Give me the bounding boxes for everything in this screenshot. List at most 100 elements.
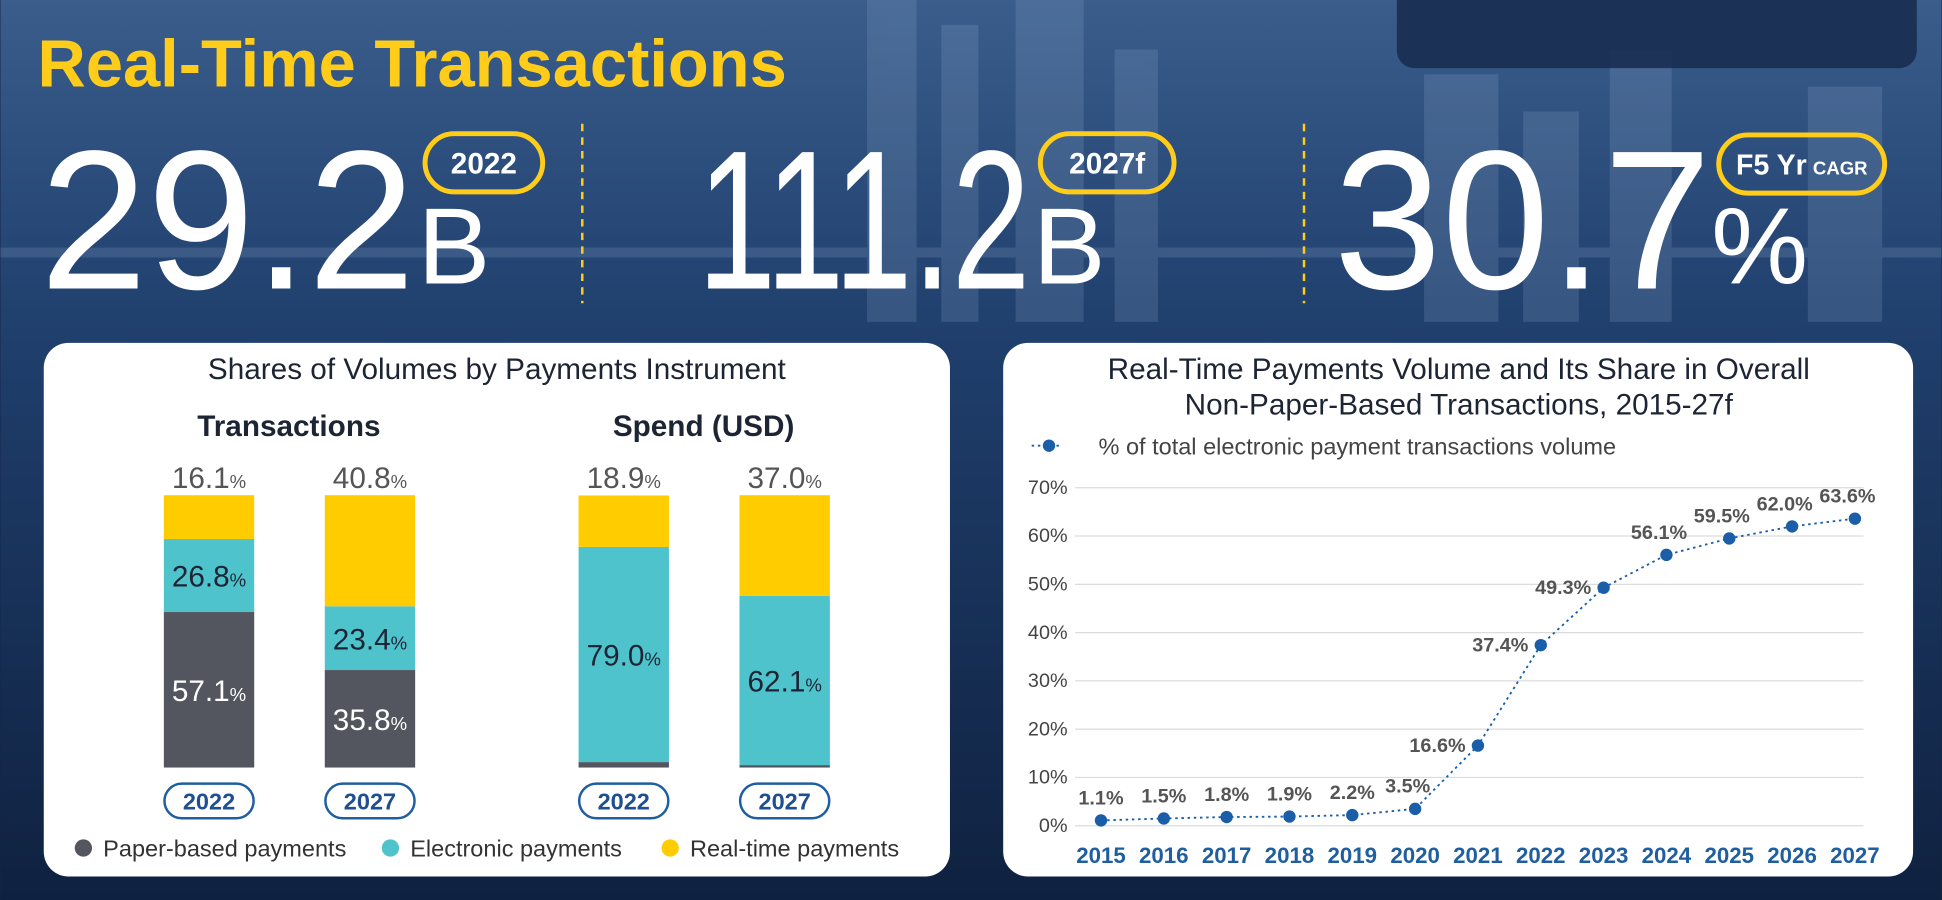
category-badge bbox=[163, 782, 255, 820]
value-label: 57.1% bbox=[172, 675, 246, 708]
value-label: 3.5% bbox=[1385, 776, 1431, 798]
bar-segment bbox=[324, 495, 416, 607]
legend-label: Electronic payments bbox=[410, 836, 622, 862]
x-tick-label: 2019 bbox=[1328, 843, 1378, 868]
data-point bbox=[1220, 810, 1233, 824]
left-panel bbox=[43, 342, 950, 877]
legend-dot bbox=[74, 839, 93, 857]
x-tick-label: 2025 bbox=[1704, 843, 1754, 868]
y-tick-label: 70% bbox=[1028, 477, 1068, 499]
legend-label: Paper-based payments bbox=[103, 836, 346, 862]
value-label: 2.2% bbox=[1330, 782, 1376, 804]
y-tick-label: 50% bbox=[1028, 574, 1068, 596]
bar-segment bbox=[739, 765, 830, 768]
kpi-badge-text: 2022 bbox=[451, 147, 517, 180]
x-tick-label: 2017 bbox=[1202, 843, 1252, 868]
kpi-value: 29.2 bbox=[40, 109, 415, 330]
panel-title: Shares of Volumes by Payments Instrument bbox=[208, 353, 787, 386]
page-title: Real-Time Transactions bbox=[38, 27, 787, 102]
x-tick-label: 2023 bbox=[1579, 843, 1629, 868]
kpi-unit: % bbox=[1711, 185, 1808, 307]
value-label: 37.4% bbox=[1472, 634, 1529, 656]
kpi-badge-main: F5 Yr bbox=[1736, 150, 1807, 182]
category-badge bbox=[577, 782, 670, 820]
x-tick-label: 2020 bbox=[1390, 843, 1440, 868]
skyline bbox=[0, 0, 1942, 322]
value-label: 26.8% bbox=[172, 561, 246, 594]
value-label: 23.4% bbox=[333, 623, 407, 656]
data-point bbox=[1660, 548, 1673, 562]
bar-segment bbox=[578, 546, 669, 763]
value-label: 1.9% bbox=[1267, 783, 1313, 805]
bar-segment bbox=[163, 539, 255, 613]
bar-segment bbox=[163, 495, 255, 540]
bar-segment bbox=[739, 595, 830, 766]
data-point bbox=[1471, 739, 1485, 752]
value-label: 16.6% bbox=[1409, 735, 1466, 757]
value-label: 49.3% bbox=[1535, 577, 1592, 599]
chart-title: Non-Paper-Based Transactions, 2015-27f bbox=[1185, 389, 1734, 422]
x-tick-label: 2018 bbox=[1265, 843, 1315, 868]
value-label: 79.0% bbox=[587, 640, 661, 673]
legend-label: Real-time payments bbox=[690, 836, 899, 862]
value-label: 56.1% bbox=[1631, 522, 1688, 544]
kpi-badge bbox=[422, 131, 546, 195]
bar-segment bbox=[324, 670, 416, 768]
x-tick-label: 2027 bbox=[759, 789, 811, 815]
y-tick-label: 30% bbox=[1028, 670, 1068, 692]
bar-segment bbox=[739, 495, 830, 596]
kpi-value: 30.7 bbox=[1334, 109, 1712, 330]
y-tick-label: 0% bbox=[1039, 815, 1068, 837]
value-label: 40.8% bbox=[333, 462, 407, 495]
bar-segment bbox=[163, 612, 255, 768]
x-tick-label: 2027 bbox=[344, 789, 396, 815]
legend-dot bbox=[381, 839, 400, 857]
x-tick-label: 2016 bbox=[1139, 843, 1189, 868]
x-tick-label: 2022 bbox=[183, 789, 235, 815]
chart-title: Spend (USD) bbox=[613, 410, 795, 443]
bar-segment bbox=[578, 495, 669, 547]
y-tick-label: 40% bbox=[1028, 622, 1068, 644]
legend-label: % of total electronic payment transactio… bbox=[1099, 433, 1617, 459]
legend-dot bbox=[661, 839, 679, 857]
value-label: 59.5% bbox=[1694, 505, 1751, 527]
value-label: 18.9% bbox=[587, 462, 661, 495]
kpi-badge-text: F5 Yr CAGR bbox=[1736, 150, 1868, 182]
kpi-badge-text: 2027f bbox=[1069, 147, 1145, 180]
x-tick-label: 2021 bbox=[1453, 843, 1503, 868]
legend-dot bbox=[1042, 439, 1056, 452]
bar-segment bbox=[324, 606, 416, 671]
y-tick-label: 60% bbox=[1028, 525, 1068, 547]
data-point bbox=[1094, 814, 1108, 827]
x-tick-label: 2022 bbox=[1516, 843, 1566, 868]
bar-segment bbox=[578, 762, 669, 768]
x-tick-label: 2026 bbox=[1767, 843, 1817, 868]
kpi-value: 111.2 bbox=[697, 109, 1030, 330]
data-point bbox=[1848, 512, 1862, 525]
overlay-box bbox=[1396, 0, 1917, 69]
chart-title: Real-Time Payments Volume and Its Share … bbox=[1108, 353, 1810, 386]
value-label: 1.5% bbox=[1141, 785, 1187, 807]
y-tick-label: 20% bbox=[1028, 718, 1068, 740]
data-point bbox=[1408, 802, 1422, 816]
y-tick-label: 10% bbox=[1028, 767, 1068, 789]
data-point bbox=[1283, 810, 1296, 823]
x-tick-label: 2027 bbox=[1830, 843, 1880, 868]
kpi-badge-sub: CAGR bbox=[1813, 158, 1868, 179]
x-tick-label: 2024 bbox=[1642, 843, 1692, 868]
data-point bbox=[1534, 638, 1547, 652]
value-label: 62.1% bbox=[748, 666, 822, 699]
value-label: 63.6% bbox=[1819, 486, 1876, 508]
data-point bbox=[1785, 520, 1799, 533]
value-label: 37.0% bbox=[748, 462, 822, 495]
kpi-unit: B bbox=[418, 185, 491, 307]
value-label: 16.1% bbox=[172, 462, 246, 495]
category-badge bbox=[324, 782, 416, 820]
x-tick-label: 2022 bbox=[598, 789, 650, 815]
kpi-unit: B bbox=[1033, 185, 1106, 307]
data-point bbox=[1723, 532, 1736, 545]
data-point bbox=[1346, 808, 1359, 822]
value-label: 1.8% bbox=[1204, 784, 1250, 806]
